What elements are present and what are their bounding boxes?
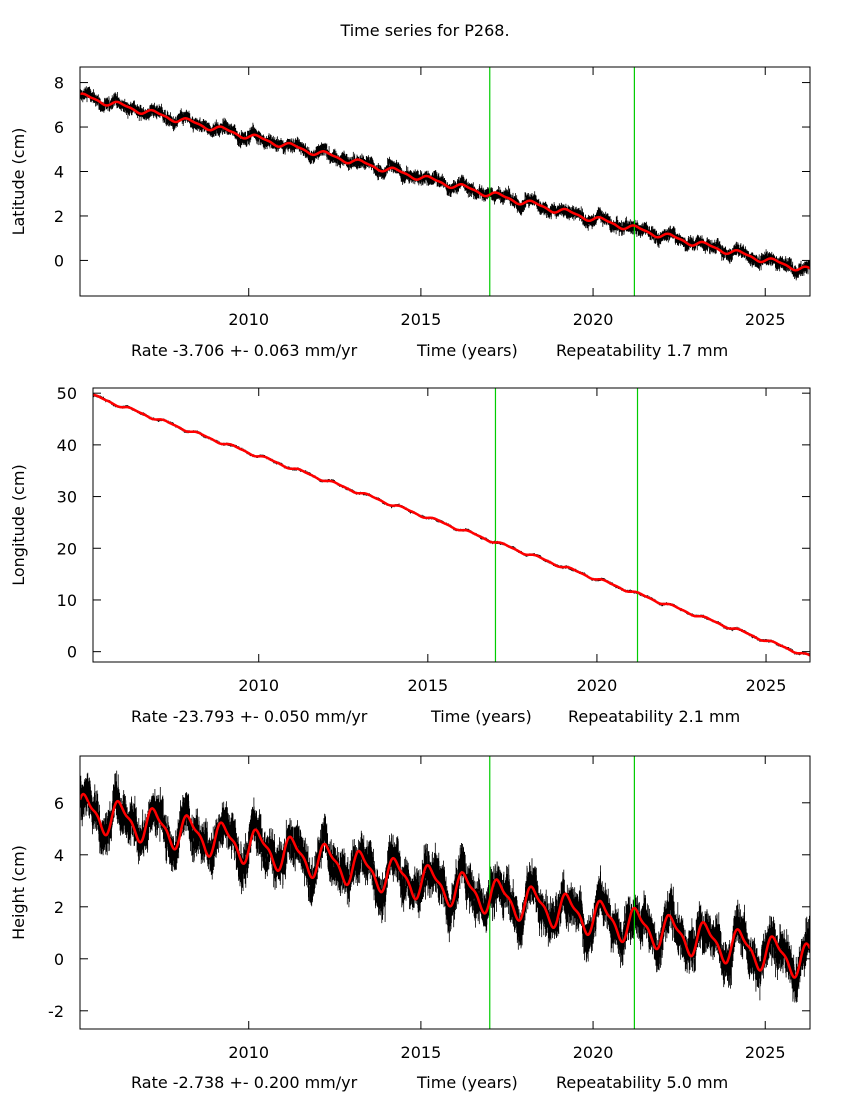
footer-repeatability-longitude: Repeatability 2.1 mm [568,707,741,726]
chart-panel-latitude: 0 2 4 6 8 2010 2015 2020 2025 Latitude (cm) [9,66,811,329]
y-tick-label: 4 [54,162,64,181]
chart-panel-longitude: 0 10 20 30 40 50 2010 2015 2020 2025 Longitude (cm… [9,384,811,695]
model-curve-longitude [93,393,810,657]
y-tick-label: 8 [54,74,64,93]
data-points-height [80,770,810,1003]
x-tick-label: 2025 [746,676,787,695]
y-axis-label: Longitude (cm) [9,464,28,586]
x-tick-label: 2010 [238,676,279,695]
plot-frame [92,387,811,663]
y-tick-label: 10 [57,591,77,610]
x-tick-label: 2020 [573,1043,614,1062]
x-tick-label: 2010 [228,1043,269,1062]
y-tick-label: 0 [54,251,64,270]
y-axis-label: Latitude (cm) [9,128,28,236]
x-tick-label: 2020 [577,676,618,695]
chart-panel-height: -2 0 2 4 6 2010 2015 2020 2025 Height (cm) [9,755,811,1062]
y-tick-label: 0 [54,950,64,969]
x-tick-label: 2025 [745,1043,786,1062]
x-tick-label: 2010 [228,310,269,329]
footer-xlabel-latitude: Time (years) [417,341,518,360]
y-tick-label: 2 [54,898,64,917]
page-title: Time series for P268. [340,21,510,40]
footer-rate-latitude: Rate -3.706 +- 0.063 mm/yr [131,341,358,360]
y-tick-label: 40 [57,436,77,455]
plot-frame [79,66,811,297]
y-tick-label: -2 [48,1002,64,1021]
footer-rate-height: Rate -2.738 +- 0.200 mm/yr [131,1073,358,1092]
y-tick-label: 2 [54,207,64,226]
footer-xlabel-height: Time (years) [417,1073,518,1092]
x-tick-label: 2015 [407,676,448,695]
footer-repeatability-height: Repeatability 5.0 mm [556,1073,729,1092]
y-tick-label: 30 [57,488,77,507]
footer-rate-longitude: Rate -23.793 +- 0.050 mm/yr [131,707,368,726]
y-tick-label: 6 [54,118,64,137]
y-axis-label: Height (cm) [9,845,28,940]
plot-frame [79,755,811,1030]
footer-xlabel-longitude: Time (years) [431,707,532,726]
y-tick-label: 20 [57,539,77,558]
model-curve-latitude [80,92,810,272]
x-tick-label: 2015 [401,1043,442,1062]
y-tick-label: 0 [67,643,77,662]
model-curve-height [80,792,810,979]
footer-repeatability-latitude: Repeatability 1.7 mm [556,341,729,360]
x-tick-label: 2020 [573,310,614,329]
x-tick-label: 2015 [401,310,442,329]
y-tick-label: 50 [57,384,77,403]
y-tick-label: 4 [54,846,64,865]
x-tick-label: 2025 [745,310,786,329]
y-tick-label: 6 [54,794,64,813]
